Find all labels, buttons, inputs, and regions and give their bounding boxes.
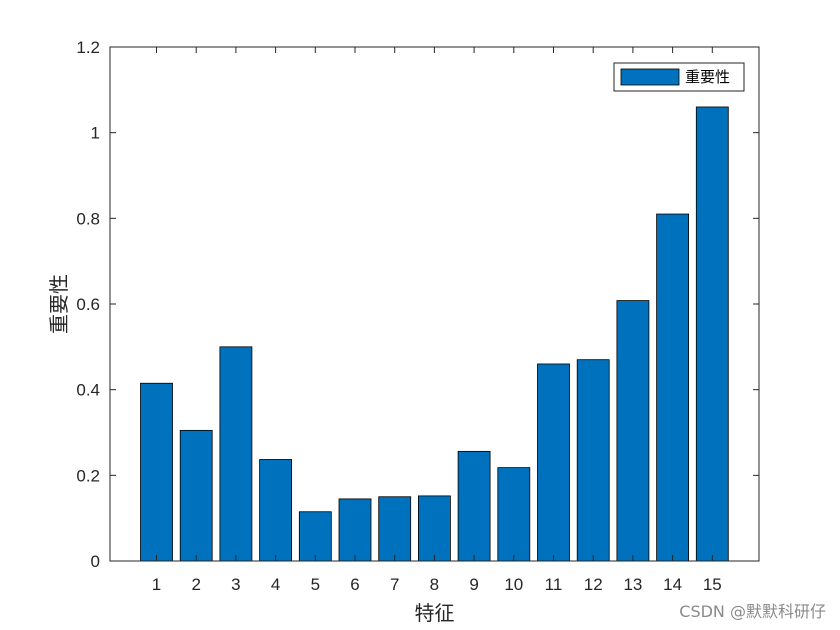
bar-10 [497,467,531,562]
plot-background [110,47,759,561]
x-tick-label: 6 [350,575,359,594]
bar-7 [378,496,412,562]
x-axis-label: 特征 [415,601,455,625]
watermark: CSDN @默默科研仔 [679,602,826,621]
y-axis: 0 0.2 0.4 0.6 0.8 1 1.2 [76,38,759,571]
bar-4 [259,459,293,562]
x-tick-label: 12 [584,575,603,594]
bar-14 [656,213,689,562]
bar-15 [695,106,729,562]
bar-9 [457,450,491,562]
y-axis-label: 重要性 [47,274,71,334]
x-tick-label: 8 [430,575,439,594]
x-tick-label: 14 [663,575,682,594]
bar-8 [417,495,451,562]
x-tick-label: 1 [152,575,161,594]
bar-6 [338,498,372,562]
bar-5 [298,511,332,562]
x-tick-label: 11 [545,575,563,594]
legend: 重要性 [613,62,745,92]
x-tick-label: 9 [469,575,478,594]
bars-group [140,106,729,562]
y-tick-label: 0.4 [76,381,100,400]
x-tick-label: 7 [390,575,399,594]
x-tick-label: 4 [271,575,280,594]
y-tick-label: 0.8 [76,209,100,228]
y-tick-label: 0.2 [76,466,100,485]
legend-label: 重要性 [685,68,730,86]
x-tick-label: 15 [703,575,722,594]
x-tick-label: 13 [623,575,642,594]
x-tick-label: 5 [311,575,320,594]
x-tick-label: 3 [231,575,240,594]
bar-3 [219,346,253,562]
bar-12 [576,359,610,562]
bar-1 [140,382,173,562]
y-tick-label: 1 [91,124,100,143]
x-tick-label: 10 [504,575,523,594]
bar-11 [537,363,570,562]
y-tick-label: 0.6 [76,295,100,314]
legend-swatch [620,68,680,86]
x-tick-label: 2 [191,575,200,594]
y-tick-label: 0 [91,552,100,571]
bar-2 [179,429,213,562]
bar-13 [616,300,650,562]
x-axis: 1 2 3 4 5 6 7 8 9 10 11 12 13 14 15 [152,47,722,594]
y-tick-label: 1.2 [76,38,100,57]
